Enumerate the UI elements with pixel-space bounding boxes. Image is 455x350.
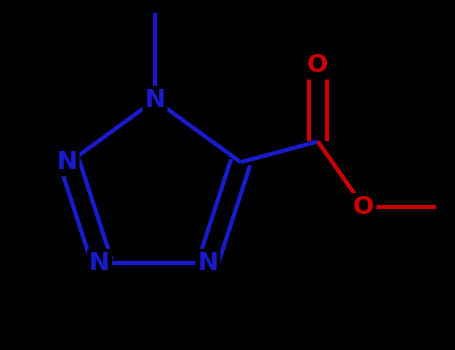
Text: N: N	[145, 88, 166, 112]
Text: O: O	[353, 195, 374, 219]
Text: N: N	[89, 251, 110, 275]
Text: N: N	[197, 251, 218, 275]
Text: O: O	[307, 54, 329, 77]
Text: N: N	[56, 150, 77, 174]
